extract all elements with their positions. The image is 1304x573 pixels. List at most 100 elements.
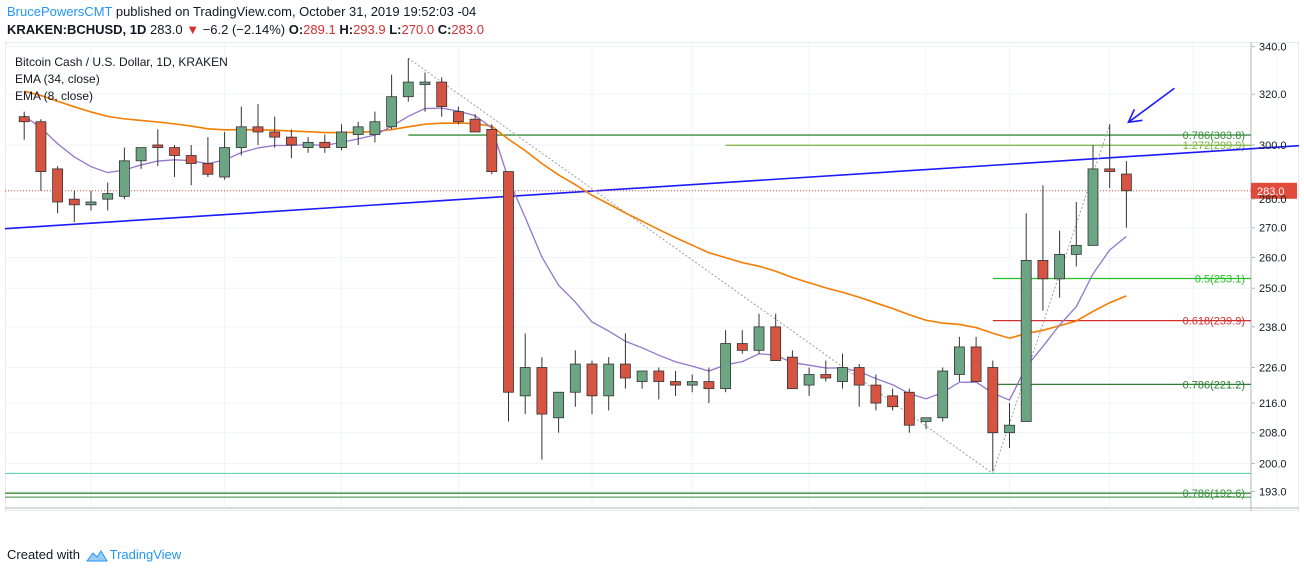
candle[interactable] xyxy=(686,374,698,393)
candle[interactable] xyxy=(603,357,615,411)
change-arrow-icon: ▼ xyxy=(186,22,200,37)
author-link[interactable]: BrucePowersCMT xyxy=(7,4,113,19)
footer: Created with TradingView xyxy=(7,547,181,563)
candle[interactable] xyxy=(703,367,715,404)
annotation-arrow xyxy=(1127,87,1175,123)
candle[interactable] xyxy=(1104,124,1116,189)
candle[interactable] xyxy=(503,171,514,422)
candle[interactable] xyxy=(102,182,114,211)
candle[interactable] xyxy=(586,360,598,415)
ema34-line xyxy=(23,90,1127,340)
candle[interactable] xyxy=(52,166,63,214)
tradingview-logo-icon xyxy=(85,549,108,562)
candle[interactable] xyxy=(920,417,932,429)
candle-body xyxy=(402,81,414,98)
open-label: O: xyxy=(288,22,304,37)
candle[interactable] xyxy=(1070,201,1082,267)
candle[interactable] xyxy=(753,313,765,354)
candle-body xyxy=(803,374,815,386)
candle-body xyxy=(469,118,481,133)
candle[interactable] xyxy=(787,350,798,390)
candle-body xyxy=(1121,173,1132,192)
candle[interactable] xyxy=(336,124,347,151)
candle[interactable] xyxy=(1020,213,1032,422)
candle[interactable] xyxy=(954,336,965,382)
tradingview-link[interactable]: TradingView xyxy=(109,547,182,562)
candle[interactable] xyxy=(1121,161,1132,228)
candle[interactable] xyxy=(720,330,731,393)
candle[interactable] xyxy=(185,144,197,186)
candle[interactable] xyxy=(202,137,214,178)
candle[interactable] xyxy=(820,360,832,382)
candle[interactable] xyxy=(152,129,164,167)
candle[interactable] xyxy=(987,360,999,472)
candle[interactable] xyxy=(235,106,247,156)
candle[interactable] xyxy=(135,147,147,169)
candle[interactable] xyxy=(1087,144,1099,246)
y-tick-label: 200.0 xyxy=(1259,459,1287,471)
candle[interactable] xyxy=(853,364,865,407)
candle[interactable] xyxy=(219,131,231,180)
candle[interactable] xyxy=(169,144,180,178)
candle[interactable] xyxy=(803,367,815,396)
fib-label: 0.786(192.6) xyxy=(1183,488,1245,500)
candle-body xyxy=(736,343,748,351)
candle[interactable] xyxy=(1037,185,1049,311)
candle[interactable] xyxy=(670,371,681,396)
candle[interactable] xyxy=(402,58,414,102)
legend-ema34[interactable]: EMA (34, close) xyxy=(15,72,100,86)
candle[interactable] xyxy=(18,111,30,140)
candle[interactable] xyxy=(352,121,364,145)
candle[interactable] xyxy=(285,129,297,159)
candle[interactable] xyxy=(887,388,898,411)
legend-ema8[interactable]: EMA (8, close) xyxy=(15,89,94,103)
candle-body xyxy=(285,136,297,146)
change-value: −6.2 (−2.14%) xyxy=(202,22,286,37)
candle-body xyxy=(603,363,615,397)
candle[interactable] xyxy=(68,190,80,222)
price-chart[interactable]: 0.786(303.8)1.272(299.9) 0.5(253.1) 0.618(… xyxy=(5,42,1299,511)
ohlc-line: KRAKEN:BCHUSD, 1D 283.0 ▼ −6.2 (−2.14%) … xyxy=(7,22,484,37)
candle[interactable] xyxy=(452,106,464,125)
candle[interactable] xyxy=(35,119,47,191)
candle[interactable] xyxy=(369,111,381,143)
last-price-tag xyxy=(1251,182,1297,199)
candle[interactable] xyxy=(386,74,398,130)
candle-body xyxy=(185,155,197,164)
candle[interactable] xyxy=(870,374,882,411)
candle[interactable] xyxy=(269,116,281,148)
candle[interactable] xyxy=(319,134,331,153)
candle[interactable] xyxy=(436,77,448,117)
candle[interactable] xyxy=(1004,403,1015,448)
candle[interactable] xyxy=(569,350,581,407)
candle-body xyxy=(52,168,63,203)
candle[interactable] xyxy=(770,313,782,361)
candle-body xyxy=(419,81,431,85)
candle[interactable] xyxy=(736,330,748,354)
last-price: 283.0 xyxy=(150,22,183,37)
candle[interactable] xyxy=(469,114,481,133)
candle[interactable] xyxy=(837,353,848,389)
candle[interactable] xyxy=(620,333,631,389)
candle[interactable] xyxy=(970,336,982,382)
candle-body xyxy=(336,131,347,148)
candle[interactable] xyxy=(486,124,498,175)
candle[interactable] xyxy=(937,367,949,422)
y-tick-label: 226.0 xyxy=(1259,363,1287,375)
candle[interactable] xyxy=(636,370,648,389)
candle[interactable] xyxy=(1054,230,1065,298)
candle[interactable] xyxy=(903,388,915,433)
candle[interactable] xyxy=(252,104,264,145)
candle[interactable] xyxy=(536,357,548,460)
candle[interactable] xyxy=(519,333,531,415)
candle[interactable] xyxy=(302,137,314,153)
candle[interactable] xyxy=(119,147,130,200)
y-tick-label: 280.0 xyxy=(1259,194,1287,206)
candle[interactable] xyxy=(553,391,564,433)
legend-title: Bitcoin Cash / U.S. Dollar, 1D, KRAKEN xyxy=(15,55,228,69)
candle[interactable] xyxy=(85,190,97,211)
candle-body xyxy=(219,147,231,178)
candle[interactable] xyxy=(653,367,665,400)
candle-body xyxy=(519,367,531,397)
candle[interactable] xyxy=(419,72,431,112)
